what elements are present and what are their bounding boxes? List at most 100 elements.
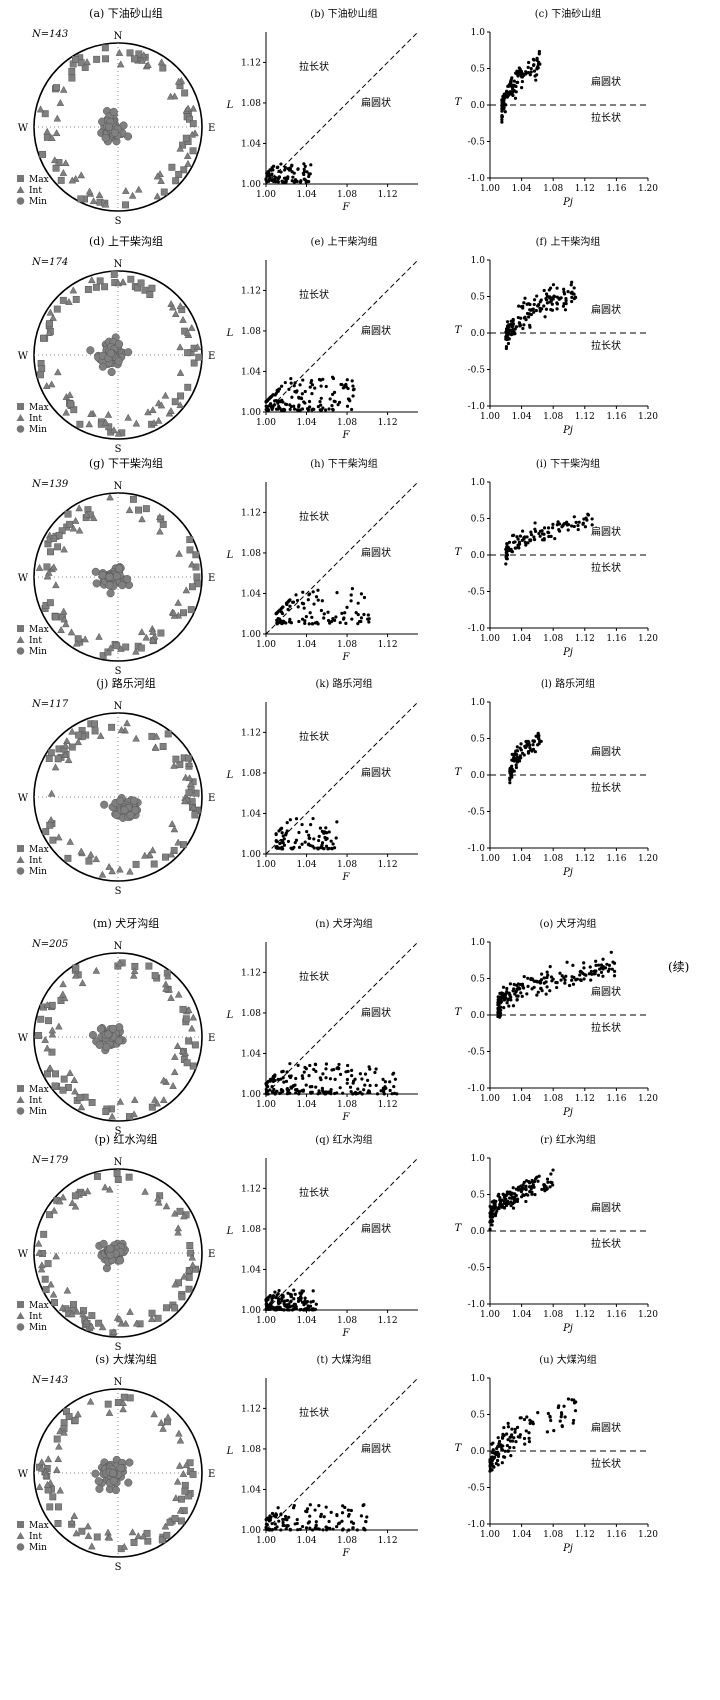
lf-point bbox=[360, 1077, 364, 1081]
x-tick-label: 1.12 bbox=[378, 418, 398, 428]
int-axis-point bbox=[47, 789, 56, 797]
int-axis-point bbox=[170, 825, 179, 833]
int-axis-point bbox=[106, 644, 115, 652]
int-axis-point bbox=[184, 104, 192, 112]
y-tick-label: 1.00 bbox=[241, 850, 261, 860]
pt-point bbox=[507, 540, 512, 544]
pt-point bbox=[488, 1214, 492, 1219]
int-axis-point bbox=[119, 1405, 127, 1413]
lf-point bbox=[321, 1072, 325, 1076]
y-axis-label: T bbox=[455, 1443, 463, 1454]
max-axis-point bbox=[193, 573, 201, 581]
lf-point bbox=[302, 400, 306, 404]
lf-point bbox=[388, 1088, 392, 1093]
lf-point bbox=[383, 1080, 387, 1084]
pt-point bbox=[564, 974, 568, 978]
pt-point bbox=[518, 982, 522, 987]
y-tick-label: -1.0 bbox=[468, 1084, 486, 1094]
west-label: W bbox=[18, 1033, 29, 1044]
int-axis-point bbox=[43, 1000, 52, 1008]
pt-point bbox=[498, 1203, 502, 1207]
pt-point bbox=[573, 1409, 578, 1413]
int-axis-point bbox=[179, 1469, 188, 1477]
int-axis-point bbox=[71, 971, 80, 979]
pt-point bbox=[508, 1445, 512, 1450]
pt-point bbox=[510, 549, 514, 553]
pt-point bbox=[510, 533, 515, 538]
int-axis-point bbox=[125, 506, 134, 514]
x-axis-label: F bbox=[342, 872, 351, 883]
south-label: S bbox=[115, 666, 122, 677]
pt-point bbox=[540, 1187, 544, 1192]
pt-point bbox=[513, 96, 518, 100]
int-axis-point bbox=[189, 803, 198, 811]
pt-point bbox=[510, 76, 514, 80]
y-tick-label: 0.0 bbox=[471, 329, 486, 339]
max-axis-point bbox=[93, 55, 101, 63]
pt-point bbox=[558, 1419, 562, 1423]
lf-point bbox=[264, 178, 268, 182]
x-tick-label: 1.00 bbox=[256, 640, 276, 650]
x-tick-label: 1.08 bbox=[337, 1536, 357, 1546]
lf-point bbox=[282, 1308, 286, 1312]
min-axis-point bbox=[115, 340, 124, 349]
max-axis-point bbox=[104, 648, 112, 656]
pt-point bbox=[584, 516, 588, 520]
lf-point bbox=[322, 612, 326, 616]
int-axis-point bbox=[161, 391, 170, 399]
y-axis-label: L bbox=[226, 770, 234, 781]
pt-point bbox=[501, 992, 505, 996]
lf-point bbox=[305, 830, 309, 834]
min-axis-point bbox=[91, 567, 100, 576]
lf-point bbox=[302, 606, 306, 610]
max-axis-point bbox=[157, 629, 165, 637]
int-axis-point bbox=[176, 368, 185, 376]
pt-point bbox=[505, 320, 510, 324]
min-axis-point bbox=[104, 122, 113, 132]
oblate-region-label: 扁圆状 bbox=[361, 1222, 391, 1235]
lf-point bbox=[326, 618, 331, 623]
int-axis-point bbox=[176, 1506, 185, 1514]
max-axis-point bbox=[192, 551, 200, 559]
lf-point bbox=[284, 179, 288, 183]
lf-point bbox=[308, 843, 312, 848]
lf-point bbox=[345, 605, 349, 609]
lf-point bbox=[273, 1522, 277, 1526]
pt-point bbox=[510, 1427, 514, 1431]
int-axis-point bbox=[37, 1265, 46, 1273]
lf-point bbox=[282, 1302, 286, 1306]
lf-point bbox=[273, 1073, 277, 1077]
min-axis-point bbox=[116, 1464, 125, 1473]
lf-point bbox=[285, 1087, 289, 1091]
lf-point bbox=[313, 1063, 318, 1067]
sample-count: N=143 bbox=[31, 29, 68, 40]
int-axis-point bbox=[138, 56, 146, 64]
max-axis-point bbox=[178, 1293, 186, 1301]
int-axis-point bbox=[81, 635, 89, 643]
pt-point bbox=[511, 1206, 516, 1210]
legend-min-marker bbox=[16, 1107, 25, 1115]
lf-points bbox=[264, 1503, 369, 1532]
max-axis-point bbox=[142, 505, 150, 513]
int-axis-point bbox=[132, 647, 140, 655]
pt-point bbox=[548, 989, 552, 993]
north-label: N bbox=[114, 1157, 123, 1168]
pt-point bbox=[545, 985, 549, 989]
int-axis-point bbox=[105, 1408, 114, 1416]
lf-points bbox=[264, 375, 356, 412]
pt-point bbox=[546, 1411, 550, 1416]
pt-point bbox=[502, 1425, 506, 1430]
max-axis-point bbox=[188, 583, 196, 591]
lf-point bbox=[356, 1087, 360, 1091]
pt-point bbox=[587, 972, 591, 976]
legend-min-marker bbox=[16, 425, 25, 433]
legend-int-label: Int bbox=[29, 186, 42, 196]
pt-point bbox=[543, 315, 547, 319]
pt-point bbox=[607, 967, 611, 971]
int-axis-point bbox=[170, 761, 178, 769]
int-axis-point bbox=[50, 1206, 59, 1214]
x-tick-label: 1.08 bbox=[543, 854, 563, 864]
pt-point bbox=[495, 1446, 499, 1451]
legend-min-marker bbox=[16, 197, 25, 205]
